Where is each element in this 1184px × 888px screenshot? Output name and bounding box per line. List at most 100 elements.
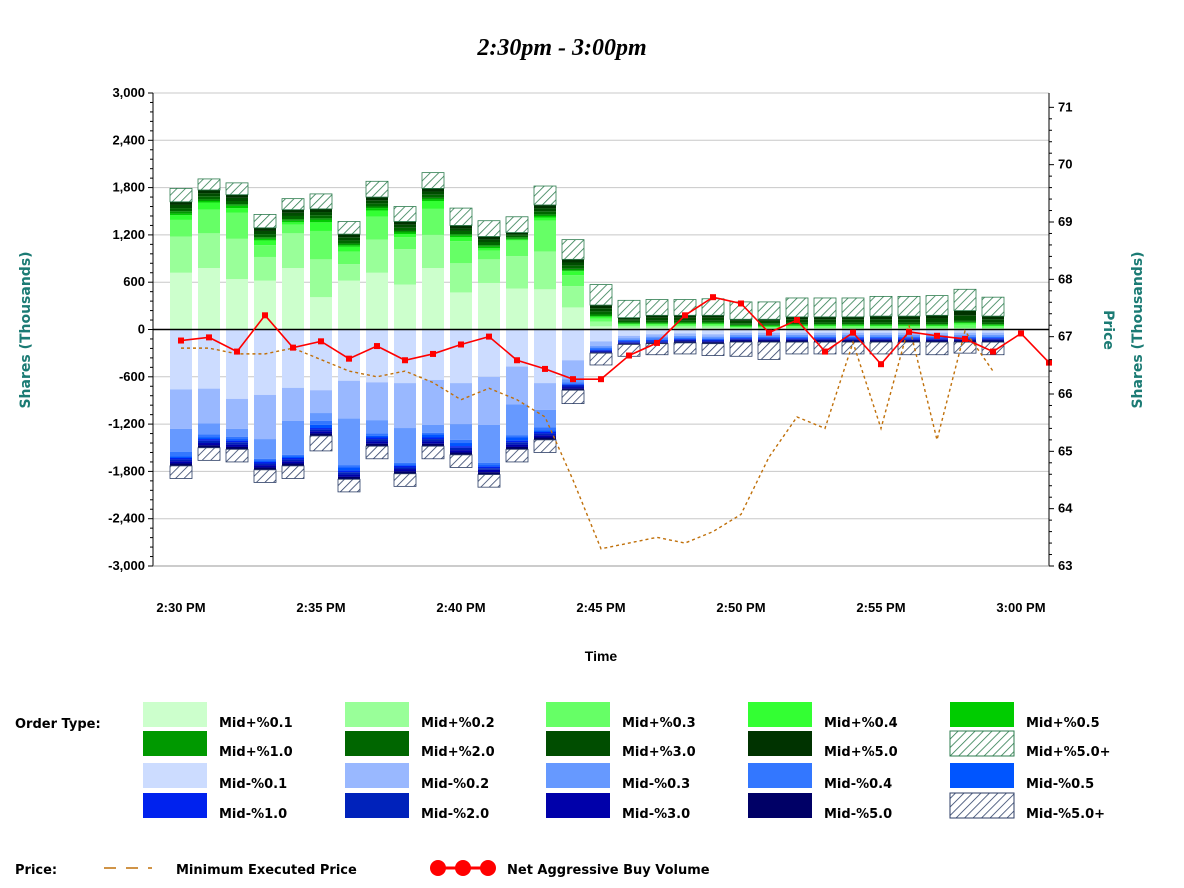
- bar-sell-3-1: [198, 434, 220, 438]
- left-tick-label-1: 2,400: [112, 132, 145, 147]
- bar-buy-8-13: [534, 204, 556, 209]
- bar-buy-6-18: [674, 320, 696, 323]
- bar-buy-2-12: [506, 240, 528, 257]
- bar-buy-8-8: [394, 221, 416, 225]
- bar-sell-3-16: [618, 339, 640, 341]
- bar-sell-4-8: [394, 464, 416, 466]
- bar-sell-1-1: [198, 388, 220, 424]
- legend-swatch-14: [950, 763, 1014, 788]
- bar-buy-1-10: [450, 263, 472, 293]
- bar-buy-2-10: [450, 241, 472, 264]
- bar-sell-5-7: [366, 437, 388, 440]
- net-marker-28: [962, 335, 968, 342]
- bar-buy-1-26: [898, 327, 920, 329]
- bar-sell-5-18: [674, 338, 696, 340]
- bar-buy-2-28: [954, 324, 976, 328]
- bar-buy-6-5: [310, 215, 332, 219]
- bar-buy-0-18: [674, 327, 696, 330]
- bar-buy-8-9: [422, 188, 444, 192]
- net-marker-6: [346, 355, 352, 362]
- bar-buy-5-6: [338, 243, 360, 246]
- bar-sell-3-12: [506, 435, 528, 438]
- bar-sell-8-1: [198, 445, 220, 448]
- legend-label-15: Mid-%1.0: [219, 807, 287, 822]
- net-marker-22: [794, 317, 800, 324]
- legend-label-min-price: Minimum Executed Price: [176, 863, 357, 878]
- bar-buy-5-11: [478, 245, 500, 247]
- bar-buy-0-13: [534, 289, 556, 330]
- bar-buy-2-23: [814, 326, 836, 328]
- bar-sell-5-2: [226, 440, 248, 443]
- left-tick-label-10: -3,000: [108, 558, 145, 573]
- bar-sell-7-13: [534, 435, 556, 438]
- bar-buy-2-0: [170, 219, 192, 237]
- bar-sell-6-7: [366, 439, 388, 442]
- bar-sell-8-14: [562, 388, 584, 391]
- bar-sell-6-29: [982, 338, 1004, 340]
- bar-buy-4-17: [646, 323, 668, 324]
- bar-buy-2-7: [366, 216, 388, 240]
- bar-sell-7-6: [338, 474, 360, 477]
- bar-buy-6-0: [170, 208, 192, 212]
- bar-sell-3-20: [730, 336, 752, 338]
- left-tick-label-0: 3,000: [112, 85, 145, 100]
- bar-buy-4-14: [562, 270, 584, 272]
- bar-buy-5-16: [618, 322, 640, 324]
- bar-sell-2-25: [870, 335, 892, 337]
- bar-buy-4-18: [674, 323, 696, 324]
- bar-sell-6-19: [702, 340, 724, 342]
- bar-sell-2-9: [422, 424, 444, 433]
- bar-buy-3-8: [394, 234, 416, 238]
- bar-buy-4-12: [506, 238, 528, 240]
- legend-swatch-10: [143, 763, 207, 788]
- bar-sell-6-8: [394, 467, 416, 470]
- bar-buy-5-9: [422, 197, 444, 200]
- bar-buy-9-29: [981, 296, 1005, 317]
- bar-buy-1-6: [338, 264, 360, 281]
- net-marker-0: [178, 337, 184, 344]
- bar-buy-1-14: [562, 286, 584, 308]
- bar-buy-6-24: [842, 322, 864, 324]
- bar-sell-5-16: [618, 341, 640, 343]
- bar-buy-2-14: [562, 275, 584, 287]
- bar-buy-7-17: [646, 317, 668, 321]
- bar-sell-4-2: [226, 439, 248, 441]
- left-tick-label-3: 1,200: [112, 227, 145, 242]
- x-tick-label-5: 2:55 PM: [856, 600, 905, 615]
- legend: Order Type: Price: Mid+%0.1 Mid+%0.2 Mid+%…: [15, 702, 1111, 878]
- bar-buy-3-25: [870, 325, 892, 327]
- x-tick-label-0: 2:30 PM: [156, 600, 205, 615]
- bar-buy-0-14: [562, 307, 584, 330]
- bar-buy-2-19: [702, 324, 724, 327]
- bar-sell-0-22: [786, 329, 808, 333]
- bar-sell-3-25: [870, 336, 892, 338]
- legend-swatch-5: [143, 731, 207, 756]
- bar-sell-7-8: [394, 469, 416, 472]
- left-axis-label: Shares (Thousands): [18, 251, 34, 408]
- bar-buy-1-11: [478, 259, 500, 283]
- bar-sell-8-29: [982, 340, 1004, 343]
- bar-buy-8-29: [982, 316, 1004, 320]
- bar-sell-0-23: [814, 329, 836, 333]
- bar-buy-7-7: [366, 200, 388, 204]
- bar-sell-9-9: [421, 445, 445, 460]
- bar-sell-2-2: [226, 428, 248, 437]
- bar-buy-7-1: [198, 193, 220, 197]
- bar-sell-8-12: [506, 446, 528, 450]
- bar-sell-4-25: [870, 337, 892, 339]
- bar-sell-4-21: [758, 337, 780, 339]
- net-marker-9: [430, 350, 436, 357]
- bar-sell-8-13: [534, 437, 556, 440]
- bar-sell-3-21: [758, 336, 780, 338]
- bar-sell-2-15: [590, 346, 612, 348]
- bar-buy-7-4: [282, 212, 304, 216]
- bar-buy-4-20: [730, 325, 752, 327]
- bar-buy-7-10: [450, 228, 472, 231]
- bar-sell-0-7: [366, 329, 388, 383]
- net-marker-7: [374, 343, 380, 350]
- bar-sell-1-9: [422, 379, 444, 425]
- bar-sell-7-14: [562, 387, 584, 389]
- bar-buy-5-8: [394, 230, 416, 233]
- line-min-executed-price: [181, 325, 994, 550]
- bar-buy-6-19: [702, 320, 724, 323]
